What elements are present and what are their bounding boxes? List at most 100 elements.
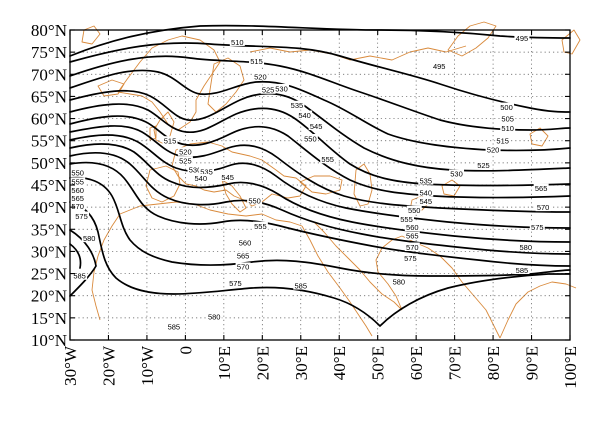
svg-text:535: 535 [200,168,213,177]
longitude-label: 100°E [561,346,580,389]
svg-text:520: 520 [254,72,267,81]
svg-text:570: 570 [406,243,419,252]
longitude-label: 20°W [99,345,118,386]
contour-label: 505 [500,114,516,123]
contour-label: 570 [535,202,551,212]
svg-text:580: 580 [393,277,406,286]
svg-text:570: 570 [537,203,550,212]
svg-text:495: 495 [516,34,529,43]
svg-text:510: 510 [231,38,244,47]
contour-label: 555 [70,177,86,187]
svg-text:585: 585 [73,272,86,281]
latitude-label: 70°N [31,65,67,84]
contour-label: 580 [206,312,222,321]
latitude-label: 45°N [31,176,67,195]
contour-label: 540 [297,110,313,120]
contour-label: 555 [399,214,415,224]
contour-label: 550 [302,134,318,143]
contour-label: 580 [81,233,97,243]
contour-label: 535 [418,176,434,185]
svg-text:585: 585 [168,323,181,332]
svg-text:560: 560 [71,186,84,195]
svg-text:570: 570 [71,202,84,211]
contour-label: 495 [431,61,447,71]
contour-label: 570 [404,242,420,252]
svg-text:540: 540 [298,111,311,120]
svg-text:565: 565 [535,184,548,193]
svg-text:525: 525 [477,161,490,170]
contour-label: 560 [70,185,86,195]
contour-label: 585 [293,281,309,290]
latitude-label: 65°N [31,87,67,106]
svg-text:565: 565 [237,252,250,261]
svg-text:530: 530 [275,84,288,93]
latitude-label: 20°N [31,287,67,306]
contour-label: 565 [70,193,86,203]
longitude-label: 10°W [138,345,157,386]
contour-label: 545 [308,121,324,131]
contour-label: 550 [406,205,422,215]
latitude-label: 10°N [31,331,67,350]
contour-label: 525 [177,156,193,165]
contour-label: 530 [187,165,203,174]
svg-text:545: 545 [310,122,323,131]
contour-label: 545 [418,196,434,206]
contour-label: 515 [495,136,511,146]
contour-label: 565 [235,251,251,261]
svg-text:525: 525 [262,86,275,95]
svg-text:575: 575 [404,254,417,263]
contour-label: 540 [193,173,209,183]
contour-label: 535 [289,100,305,110]
svg-text:575: 575 [75,212,88,221]
contour-label: 550 [70,168,86,177]
latitude-label: 55°N [31,132,67,151]
latitude-label: 25°N [31,265,67,284]
svg-text:575: 575 [531,223,544,232]
latitude-label: 60°N [31,110,67,129]
longitude-label: 90°E [523,346,542,380]
contour-label: 525 [260,85,276,95]
svg-text:585: 585 [516,266,529,275]
svg-text:580: 580 [83,234,96,243]
longitude-label: 10°E [215,346,234,380]
svg-text:550: 550 [408,206,421,215]
svg-text:555: 555 [321,155,334,164]
contour-label: 575 [529,222,545,232]
contour-label: 555 [320,154,336,164]
svg-text:540: 540 [420,188,433,197]
latitude-label: 80°N [31,21,67,40]
svg-text:545: 545 [221,173,234,182]
longitude-label: 50°E [369,346,388,380]
contour-label: 520 [252,72,268,81]
svg-text:555: 555 [254,222,267,231]
contour-label: 545 [220,172,236,182]
svg-text:580: 580 [208,312,221,321]
svg-text:530: 530 [189,165,202,174]
contour-label: 585 [166,322,182,332]
longitude-label: 70°E [446,346,465,380]
longitude-label: 20°E [253,346,272,380]
longitude-label: 60°E [407,346,426,380]
svg-text:585: 585 [295,281,308,290]
contour-label: 510 [500,123,516,133]
contour-label: 525 [475,160,491,170]
latitude-label: 50°N [31,154,67,173]
contour-label: 570 [70,201,86,211]
contour-label: 530 [274,83,290,93]
contour-label: 515 [162,136,178,146]
contour-label: 580 [391,277,407,286]
contour-label: 495 [514,33,530,43]
contour-label: 540 [418,188,434,197]
svg-text:510: 510 [501,124,514,133]
contour-label: 515 [249,56,265,66]
contour-label: 585 [514,265,530,275]
contour-label: 570 [235,262,251,272]
svg-text:565: 565 [71,194,84,203]
contour-label: 585 [72,271,88,281]
svg-text:515: 515 [250,57,263,66]
contour-label: 580 [518,242,534,252]
latitude-label: 15°N [31,309,67,328]
longitude-label: 30°E [292,346,311,380]
contour-label: 550 [247,196,263,205]
